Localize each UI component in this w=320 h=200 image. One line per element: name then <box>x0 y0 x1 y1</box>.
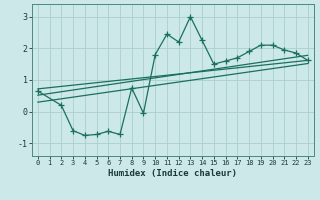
X-axis label: Humidex (Indice chaleur): Humidex (Indice chaleur) <box>108 169 237 178</box>
